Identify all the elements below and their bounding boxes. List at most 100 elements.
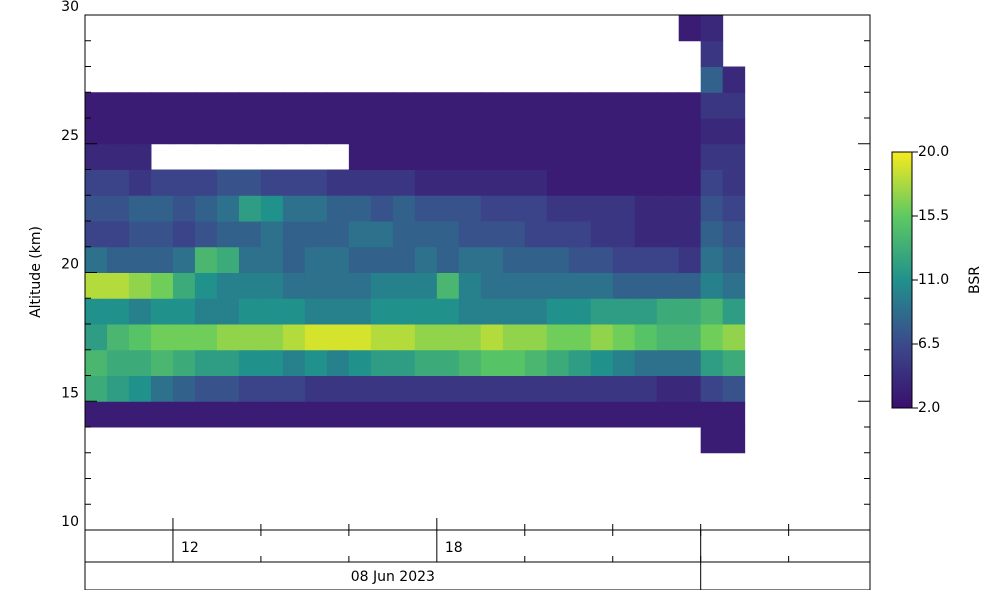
cell [502, 401, 526, 428]
cell [634, 324, 658, 351]
y-tick-label: 20 [61, 257, 79, 273]
cell [172, 324, 196, 351]
cell [502, 195, 526, 222]
cell [128, 143, 152, 170]
cell [150, 324, 174, 351]
cell [458, 375, 482, 402]
cell [172, 246, 196, 273]
cell [700, 66, 724, 93]
cell [392, 401, 416, 428]
cell [106, 118, 130, 145]
cell [480, 92, 504, 119]
cell [414, 349, 438, 376]
cell [85, 375, 108, 402]
cell [612, 324, 636, 351]
heatmap [85, 15, 746, 454]
cell [370, 92, 394, 119]
cell [326, 349, 350, 376]
cell [326, 375, 350, 402]
cell [392, 92, 416, 119]
cell [722, 246, 746, 273]
cell [238, 118, 262, 145]
cell [546, 118, 570, 145]
cell [304, 169, 328, 196]
cell [436, 195, 460, 222]
cell [656, 246, 680, 273]
cell [480, 221, 504, 248]
cell [546, 324, 570, 351]
cell [678, 143, 702, 170]
cell [502, 118, 526, 145]
cell [436, 221, 460, 248]
cell [546, 349, 570, 376]
cell [678, 324, 702, 351]
cell [370, 195, 394, 222]
cell [700, 40, 724, 67]
cell [128, 195, 152, 222]
cell [106, 92, 130, 119]
cell [414, 246, 438, 273]
cell [128, 272, 152, 299]
cell [722, 324, 746, 351]
cell [326, 118, 350, 145]
cell [568, 118, 592, 145]
cell [436, 118, 460, 145]
cell [458, 401, 482, 428]
cell [128, 246, 152, 273]
cell [568, 246, 592, 273]
colorbar-tick-label: 15.5 [918, 208, 949, 224]
cell [128, 118, 152, 145]
cell [414, 195, 438, 222]
cell [722, 401, 746, 428]
cell [502, 169, 526, 196]
cell [612, 118, 636, 145]
cell [678, 401, 702, 428]
cell [85, 169, 108, 196]
cell [106, 221, 130, 248]
cell [150, 195, 174, 222]
cell [282, 246, 306, 273]
cell [150, 349, 174, 376]
cell [106, 272, 130, 299]
cell [590, 324, 614, 351]
cell [678, 246, 702, 273]
cell [436, 375, 460, 402]
cell [392, 375, 416, 402]
cell [678, 375, 702, 402]
cell [590, 349, 614, 376]
cell [678, 92, 702, 119]
cell [106, 169, 130, 196]
cell [590, 143, 614, 170]
cell [414, 298, 438, 325]
cell [458, 246, 482, 273]
cell [458, 143, 482, 170]
cell [524, 118, 548, 145]
cell [502, 92, 526, 119]
cell [85, 324, 108, 351]
cell [326, 246, 350, 273]
cell [546, 92, 570, 119]
cell [568, 324, 592, 351]
cell [678, 169, 702, 196]
y-axis-title: Altitude (km) [28, 226, 44, 318]
colorbar-label: BSR [967, 266, 983, 294]
cell [458, 118, 482, 145]
cell [414, 221, 438, 248]
cell [612, 221, 636, 248]
cell [216, 349, 240, 376]
cell [722, 169, 746, 196]
cell [634, 375, 658, 402]
cell [700, 349, 724, 376]
cell [326, 92, 350, 119]
cell [194, 92, 218, 119]
cell [612, 298, 636, 325]
cell [414, 118, 438, 145]
cell [106, 143, 130, 170]
cell [480, 169, 504, 196]
cell [348, 272, 372, 299]
cell [546, 401, 570, 428]
y-tick-label: 30 [61, 0, 79, 15]
cell [436, 169, 460, 196]
cell [568, 169, 592, 196]
cell [414, 324, 438, 351]
